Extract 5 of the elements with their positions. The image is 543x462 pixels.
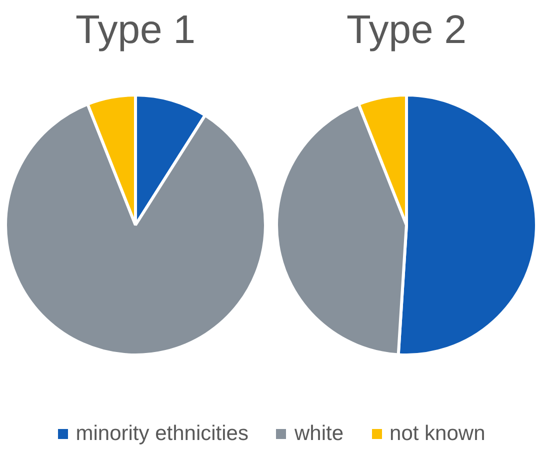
legend-label: white [294,422,344,446]
chart-title: Type 2 [346,8,467,52]
chart-title: Type 1 [75,8,196,52]
legend-label: minority ethnicities [76,422,248,446]
legend-label: not known [390,422,486,446]
